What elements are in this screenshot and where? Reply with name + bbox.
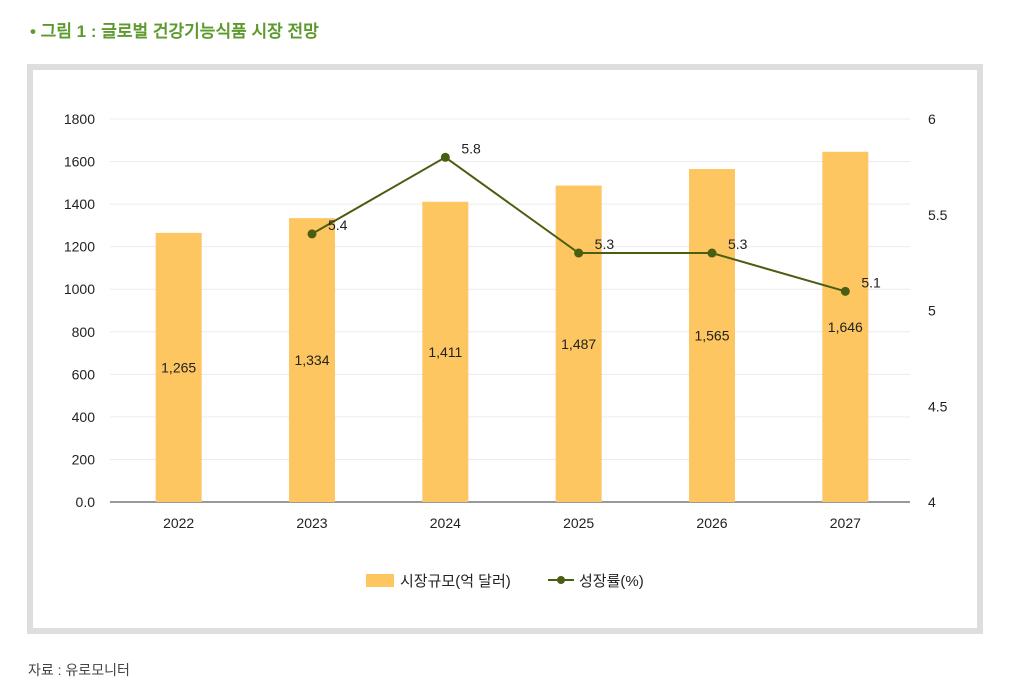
x-tick-label: 2026 bbox=[696, 515, 727, 531]
line-data-label: 5.1 bbox=[861, 274, 881, 290]
y-left-tick-label: 1600 bbox=[64, 154, 95, 170]
x-tick-label: 2027 bbox=[830, 515, 861, 531]
y-right-tick-label: 5.5 bbox=[928, 207, 948, 223]
bar bbox=[155, 232, 202, 502]
legend-swatch-marker bbox=[557, 576, 565, 584]
y-right-tick-label: 6 bbox=[928, 111, 936, 127]
y-right-tick-label: 5 bbox=[928, 303, 936, 319]
x-tick-label: 2023 bbox=[296, 515, 327, 531]
bar bbox=[822, 151, 869, 503]
line-data-label: 5.4 bbox=[328, 217, 348, 233]
y-left-tick-label: 200 bbox=[72, 451, 96, 467]
figure-title: • 그림 1 : 글로벌 건강기능식품 시장 전망 bbox=[30, 22, 319, 41]
growth-point bbox=[574, 248, 584, 258]
y-right-tick-label: 4.5 bbox=[928, 398, 948, 414]
line-data-label: 5.3 bbox=[595, 236, 615, 252]
y-left-tick-label: 1400 bbox=[64, 196, 95, 212]
y-left-tick-label: 800 bbox=[72, 324, 96, 340]
bar bbox=[289, 218, 335, 502]
growth-point bbox=[707, 248, 717, 258]
line-data-label: 5.3 bbox=[728, 236, 748, 252]
y-left-tick-label: 1800 bbox=[64, 111, 95, 127]
y-right-tick-label: 4 bbox=[928, 494, 936, 510]
bar-data-label: 1,411 bbox=[428, 344, 462, 360]
line-data-label: 5.8 bbox=[461, 140, 481, 156]
y-left-tick-label: 0.0 bbox=[76, 494, 96, 510]
growth-point bbox=[840, 286, 850, 296]
y-left-tick-label: 1000 bbox=[64, 281, 95, 297]
bar-data-label: 1,334 bbox=[294, 352, 329, 368]
y-left-tick-label: 600 bbox=[72, 366, 96, 382]
x-tick-label: 2025 bbox=[563, 515, 594, 531]
bar-data-label: 1,265 bbox=[161, 359, 196, 375]
growth-point bbox=[440, 152, 450, 162]
legend-label-line: 성장률(%) bbox=[579, 573, 644, 590]
bar-data-label: 1,487 bbox=[561, 336, 596, 352]
bar bbox=[555, 185, 602, 503]
legend-label-bar: 시장규모(억 달러) bbox=[400, 573, 511, 590]
x-tick-label: 2022 bbox=[163, 515, 194, 531]
y-left-tick-label: 400 bbox=[72, 409, 96, 425]
legend-swatch-bar bbox=[366, 574, 394, 587]
y-left-tick-label: 1200 bbox=[64, 239, 95, 255]
bar-data-label: 1,646 bbox=[828, 319, 863, 335]
bar-data-label: 1,565 bbox=[694, 328, 729, 344]
bar bbox=[689, 169, 735, 502]
x-tick-label: 2024 bbox=[430, 515, 461, 531]
growth-point bbox=[307, 229, 317, 239]
source-note: 자료 : 유로모니터 bbox=[28, 662, 130, 678]
bar bbox=[422, 201, 469, 502]
